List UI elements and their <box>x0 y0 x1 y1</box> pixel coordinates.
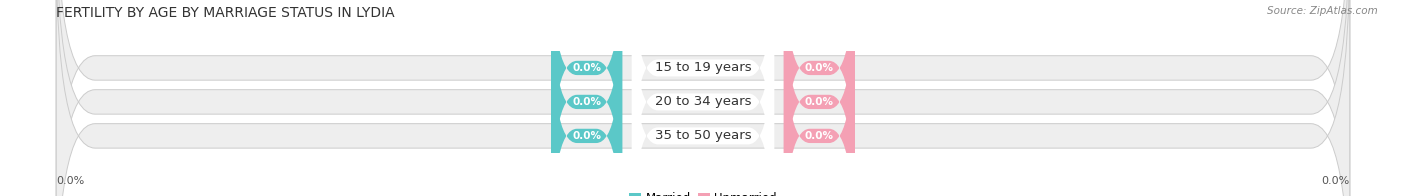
Text: 0.0%: 0.0% <box>56 176 84 186</box>
FancyBboxPatch shape <box>631 8 775 196</box>
Text: 0.0%: 0.0% <box>804 97 834 107</box>
FancyBboxPatch shape <box>551 0 623 196</box>
FancyBboxPatch shape <box>631 0 775 195</box>
FancyBboxPatch shape <box>56 0 1350 196</box>
Text: Source: ZipAtlas.com: Source: ZipAtlas.com <box>1267 6 1378 16</box>
FancyBboxPatch shape <box>785 0 855 196</box>
Text: 20 to 34 years: 20 to 34 years <box>655 95 751 108</box>
FancyBboxPatch shape <box>631 0 775 196</box>
FancyBboxPatch shape <box>551 7 623 196</box>
FancyBboxPatch shape <box>56 0 1350 196</box>
Text: 0.0%: 0.0% <box>572 63 602 73</box>
Text: 35 to 50 years: 35 to 50 years <box>655 129 751 142</box>
Text: 15 to 19 years: 15 to 19 years <box>655 62 751 74</box>
Text: 0.0%: 0.0% <box>572 97 602 107</box>
FancyBboxPatch shape <box>785 0 855 196</box>
Text: 0.0%: 0.0% <box>804 63 834 73</box>
Text: FERTILITY BY AGE BY MARRIAGE STATUS IN LYDIA: FERTILITY BY AGE BY MARRIAGE STATUS IN L… <box>56 6 395 20</box>
FancyBboxPatch shape <box>551 0 623 196</box>
FancyBboxPatch shape <box>785 7 855 196</box>
Legend: Married, Unmarried: Married, Unmarried <box>624 188 782 196</box>
Text: 0.0%: 0.0% <box>1322 176 1350 186</box>
Text: 0.0%: 0.0% <box>804 131 834 141</box>
FancyBboxPatch shape <box>56 0 1350 196</box>
Text: 0.0%: 0.0% <box>572 131 602 141</box>
